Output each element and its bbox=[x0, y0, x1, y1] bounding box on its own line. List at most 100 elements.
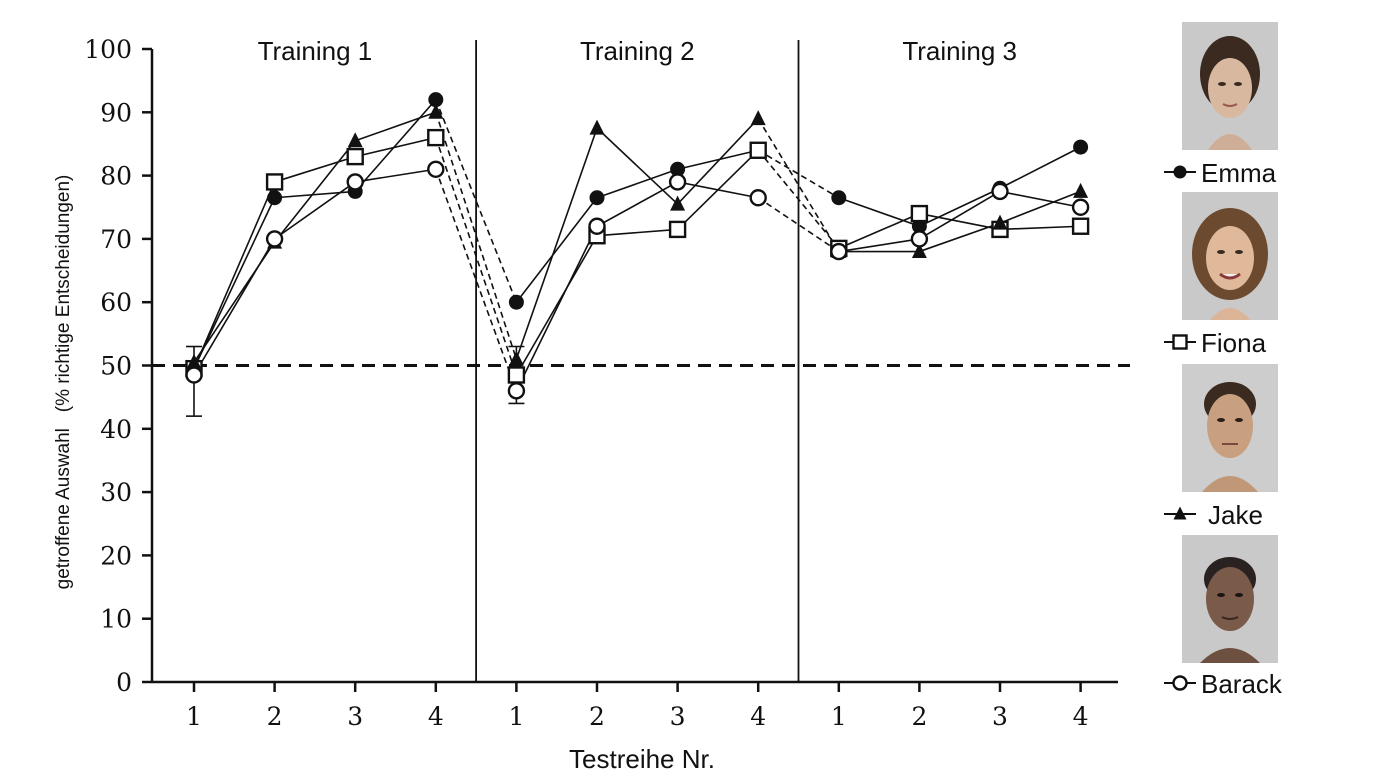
data-point-fiona bbox=[507, 366, 526, 384]
series-segment-barack bbox=[515, 225, 598, 392]
data-point-fiona bbox=[346, 147, 364, 166]
phase-labels: Training 1 Training 2 Training 3 bbox=[258, 36, 1017, 66]
y-tick-label: 20 bbox=[100, 541, 132, 570]
data-point-barack bbox=[185, 366, 203, 384]
series-lines bbox=[193, 99, 1081, 392]
phase-dividers bbox=[475, 40, 800, 682]
x-tick-label: 2 bbox=[589, 702, 605, 731]
series-segment-fiona bbox=[193, 181, 276, 369]
portrait-jake bbox=[1182, 364, 1278, 492]
data-point-emma bbox=[911, 218, 927, 234]
data-point-barack bbox=[265, 230, 284, 248]
series-segment-barack bbox=[838, 238, 920, 253]
error-bars bbox=[186, 345, 525, 417]
phase-label: Training 2 bbox=[580, 36, 695, 66]
data-point-jake bbox=[428, 103, 444, 119]
series-segment-fiona bbox=[515, 235, 598, 376]
data-point-emma bbox=[831, 190, 847, 206]
legend-label: Fiona bbox=[1201, 328, 1267, 358]
series-segment-barack bbox=[757, 197, 840, 253]
data-point-fiona bbox=[668, 220, 687, 239]
legend-item-jake: Jake bbox=[1164, 500, 1263, 530]
data-point-fiona bbox=[265, 173, 284, 191]
data-point-jake bbox=[1073, 182, 1089, 198]
data-point-barack bbox=[1071, 198, 1090, 216]
series-segment-fiona bbox=[596, 228, 678, 237]
series-segment-fiona bbox=[274, 155, 356, 183]
series-segment-emma bbox=[596, 168, 678, 199]
x-tick-label: 3 bbox=[992, 702, 1008, 731]
y-tick-label: 70 bbox=[100, 225, 132, 254]
data-point-barack bbox=[910, 230, 929, 248]
series-segment-barack bbox=[677, 181, 759, 199]
series-segment-emma bbox=[677, 149, 759, 171]
x-tick-label: 1 bbox=[508, 702, 524, 731]
data-point-jake bbox=[670, 195, 686, 211]
legend: Emma Fiona Jake Barack bbox=[1164, 158, 1283, 699]
x-tick-label: 3 bbox=[347, 702, 363, 731]
y-tick-label: 80 bbox=[100, 162, 132, 191]
x-axis-title: Testreihe Nr. bbox=[569, 744, 715, 774]
data-point-emma bbox=[428, 92, 444, 108]
data-point-barack bbox=[427, 160, 445, 178]
portrait-emma bbox=[1182, 22, 1278, 150]
legend-marker bbox=[1173, 165, 1187, 179]
face-photo-icon bbox=[1182, 364, 1278, 492]
legend-label: Barack bbox=[1201, 669, 1283, 699]
series-markers bbox=[185, 92, 1090, 400]
x-tick-label: 2 bbox=[911, 702, 927, 731]
phase-label: Training 3 bbox=[902, 36, 1017, 66]
y-axis: 0 10 20 30 40 50 60 70 80 90 100 bbox=[84, 35, 154, 697]
y-tick-label: 30 bbox=[100, 478, 132, 507]
x-tick-label: 4 bbox=[750, 702, 766, 731]
series-segment-fiona bbox=[757, 149, 840, 249]
data-point-jake bbox=[186, 353, 202, 369]
series-segment-barack bbox=[193, 238, 276, 376]
x-tick-label: 1 bbox=[186, 702, 202, 731]
data-point-emma bbox=[267, 190, 283, 206]
y-tick-label: 60 bbox=[100, 288, 132, 317]
series-segment-jake bbox=[919, 222, 1001, 253]
data-point-jake bbox=[750, 110, 766, 126]
series-segment-emma bbox=[354, 99, 437, 192]
y-axis-title: getroffene Auswahl (% richtige Entscheid… bbox=[53, 175, 74, 590]
y-tick-label: 40 bbox=[100, 415, 132, 444]
legend-label: Jake bbox=[1208, 500, 1263, 530]
data-point-emma bbox=[670, 161, 686, 177]
series-segment-emma bbox=[193, 197, 276, 370]
y-tick-label: 50 bbox=[100, 352, 132, 381]
x-tick-label: 2 bbox=[267, 702, 283, 731]
data-point-jake bbox=[508, 350, 524, 366]
data-point-barack bbox=[668, 173, 687, 191]
y-tick-label: 10 bbox=[100, 605, 132, 634]
phase-label: Training 1 bbox=[258, 36, 373, 66]
legend-item-barack: Barack bbox=[1164, 669, 1283, 699]
y-tick-label: 100 bbox=[84, 35, 132, 64]
face-photo-icon bbox=[1182, 22, 1278, 150]
face-photo-icon bbox=[1182, 192, 1278, 320]
series-segment-jake bbox=[999, 190, 1081, 224]
series-segment-emma bbox=[838, 197, 920, 227]
data-point-fiona bbox=[427, 128, 445, 147]
series-segment-jake bbox=[435, 112, 518, 360]
legend-marker bbox=[1172, 334, 1188, 350]
data-point-barack bbox=[991, 182, 1009, 201]
data-point-barack bbox=[346, 173, 364, 191]
series-segment-emma bbox=[757, 149, 840, 199]
portrait-fiona bbox=[1182, 192, 1278, 320]
series-segment-emma bbox=[274, 190, 356, 199]
portrait-barack bbox=[1182, 535, 1278, 663]
series-segment-barack bbox=[355, 168, 436, 183]
data-point-barack bbox=[588, 217, 606, 235]
data-point-jake bbox=[911, 243, 927, 259]
legend-label: Emma bbox=[1201, 158, 1277, 188]
data-point-jake bbox=[589, 119, 605, 135]
data-point-fiona bbox=[749, 141, 767, 159]
legend-marker bbox=[1173, 506, 1187, 520]
face-photo-icon bbox=[1182, 535, 1278, 663]
series-segment-barack bbox=[274, 181, 356, 240]
series-segment-barack bbox=[596, 181, 678, 227]
x-tick-label: 3 bbox=[670, 702, 686, 731]
series-segment-barack bbox=[918, 190, 1001, 240]
